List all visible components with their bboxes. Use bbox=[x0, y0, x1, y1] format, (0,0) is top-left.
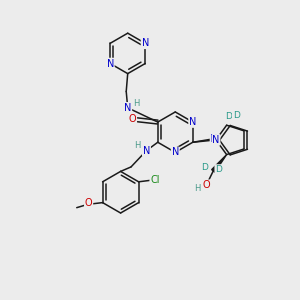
Text: Cl: Cl bbox=[150, 175, 160, 185]
Text: O: O bbox=[202, 180, 210, 190]
Text: N: N bbox=[106, 58, 114, 68]
Text: N: N bbox=[212, 135, 220, 145]
Text: O: O bbox=[85, 199, 92, 208]
Text: N: N bbox=[124, 103, 131, 113]
Text: O: O bbox=[129, 114, 136, 124]
Text: H: H bbox=[133, 99, 139, 108]
Text: N: N bbox=[142, 38, 149, 48]
Text: D: D bbox=[225, 112, 232, 122]
Text: N: N bbox=[143, 146, 150, 156]
Text: D: D bbox=[202, 163, 208, 172]
Text: H: H bbox=[134, 141, 141, 150]
Text: N: N bbox=[172, 147, 179, 158]
Polygon shape bbox=[212, 154, 226, 172]
Text: D: D bbox=[215, 165, 222, 174]
Text: N: N bbox=[211, 134, 218, 144]
Text: H: H bbox=[195, 184, 201, 193]
Text: N: N bbox=[189, 117, 196, 127]
Text: D: D bbox=[233, 111, 240, 120]
